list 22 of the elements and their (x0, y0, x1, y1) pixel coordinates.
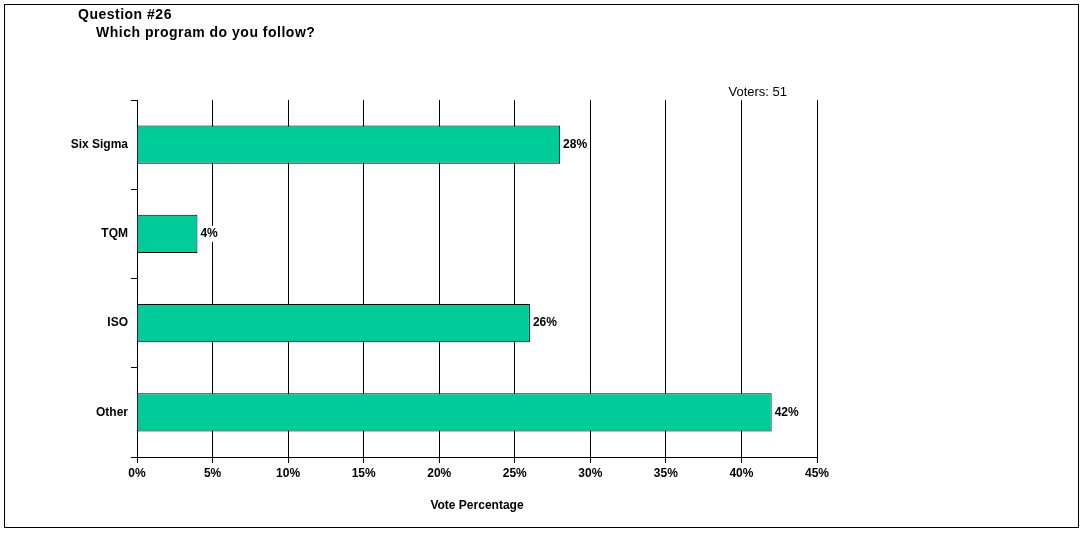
y-tick-label: Six Sigma (70, 136, 129, 151)
x-tick-label: 30% (578, 465, 603, 480)
x-tick-label: 25% (502, 465, 528, 480)
text: Voters: 51 (728, 84, 787, 100)
data-label: 4% (200, 226, 219, 241)
x-tick-label: 45% (804, 465, 830, 480)
x-tick-label: 40% (729, 465, 754, 480)
x-tick-label: 35% (653, 465, 679, 480)
x-tick-label: 5% (203, 465, 222, 480)
chart-title: Question #26 (78, 6, 172, 22)
chart-subtitle: Which program do you follow? (96, 24, 316, 40)
data-label: 42% (774, 404, 800, 419)
data-label: 26% (532, 315, 558, 330)
data-label: 28% (563, 136, 588, 151)
x-axis-title: Vote Percentage (430, 498, 524, 513)
y-tick-label: Other (95, 404, 129, 419)
y-tick-label: ISO (107, 315, 128, 330)
x-tick-label: 0% (128, 465, 146, 480)
x-tick-label: 10% (276, 465, 301, 480)
y-tick-label: TQM (101, 226, 128, 241)
x-tick-label: 15% (351, 465, 376, 480)
x-tick-label: 20% (427, 465, 452, 480)
